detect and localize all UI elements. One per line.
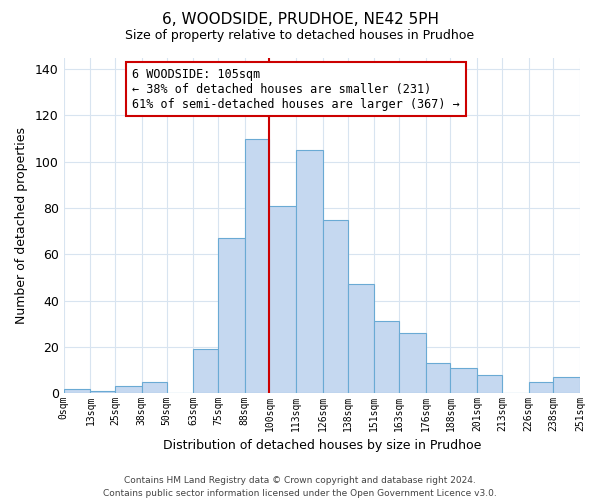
Bar (296, 150, 323, 393)
Y-axis label: Number of detached properties: Number of detached properties (15, 127, 28, 324)
Bar (142, 382, 167, 393)
Bar (529, 382, 553, 393)
Bar (193, 349, 218, 393)
Bar (477, 374, 502, 393)
Bar (374, 322, 399, 393)
Bar (426, 363, 451, 393)
Bar (269, 206, 296, 393)
Bar (347, 284, 374, 393)
Bar (91, 391, 115, 393)
X-axis label: Distribution of detached houses by size in Prudhoe: Distribution of detached houses by size … (163, 440, 481, 452)
Text: 6 WOODSIDE: 105sqm
← 38% of detached houses are smaller (231)
61% of semi-detach: 6 WOODSIDE: 105sqm ← 38% of detached hou… (132, 68, 460, 110)
Bar (64, 388, 91, 393)
Text: 6, WOODSIDE, PRUDHOE, NE42 5PH: 6, WOODSIDE, PRUDHOE, NE42 5PH (161, 12, 439, 28)
Bar (245, 138, 269, 393)
Text: Size of property relative to detached houses in Prudhoe: Size of property relative to detached ho… (125, 29, 475, 42)
Bar (218, 238, 245, 393)
Bar (115, 386, 142, 393)
Text: Contains HM Land Registry data © Crown copyright and database right 2024.
Contai: Contains HM Land Registry data © Crown c… (103, 476, 497, 498)
Bar (323, 220, 347, 393)
Bar (451, 368, 477, 393)
Bar (553, 377, 580, 393)
Bar (399, 333, 426, 393)
